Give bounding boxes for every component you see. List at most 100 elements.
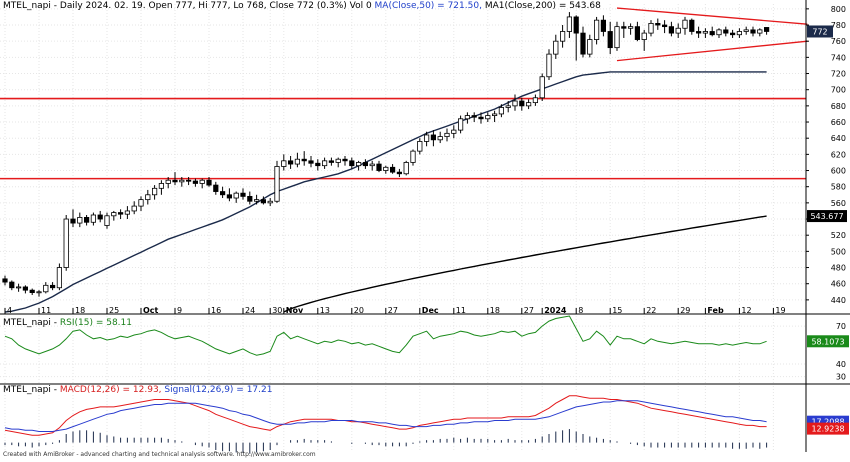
x-tick-label: 20: [354, 306, 364, 315]
price-panel-header: MTEL_napi - Daily 2024. 02. 19. Open 777…: [3, 1, 601, 12]
candle-body: [403, 162, 409, 175]
candle-body: [308, 160, 314, 164]
rsi-value-tag: [807, 335, 849, 348]
candle-body: [376, 163, 382, 171]
candle-body: [151, 187, 158, 196]
candle-body: [553, 40, 559, 55]
candle-body: [77, 217, 83, 224]
candle-body: [158, 183, 164, 189]
macd-panel-header: MTEL_napi - MACD(12,26) = 12.93, Signal(…: [3, 385, 272, 396]
y-tick-label: 480: [831, 264, 846, 273]
signal-line: [4, 400, 767, 432]
candle-body: [84, 217, 90, 223]
candle-body: [22, 286, 29, 291]
candle-body: [43, 284, 49, 293]
x-tick-label: 30: [272, 306, 282, 315]
x-tick-label: 8: [578, 306, 583, 315]
x-tick-label: 11: [41, 306, 51, 315]
candle-body: [716, 29, 722, 36]
y-tick-label: 600: [831, 167, 846, 176]
x-tick-label: Dec: [422, 306, 439, 315]
candle-body: [15, 286, 22, 289]
y-tick-label: 640: [831, 134, 846, 143]
candle-body: [546, 53, 552, 78]
signal-label: Signal(12,26,9) = 17.21: [164, 385, 273, 395]
candle-body: [301, 158, 307, 162]
rsi-tick-label: 70: [836, 322, 846, 331]
y-tick-label: 740: [831, 53, 846, 62]
y-tick-label: 760: [831, 37, 846, 46]
candle-body: [668, 26, 675, 34]
rsi-line: [4, 315, 767, 356]
x-tick-label: Nov: [286, 306, 304, 315]
x-tick-label: Feb: [707, 306, 724, 315]
candle-body: [355, 162, 362, 167]
candle-body: [600, 19, 607, 32]
candle-body: [539, 76, 545, 99]
candle-body: [70, 218, 76, 224]
candle-body: [315, 162, 321, 167]
candle-body: [396, 171, 403, 175]
candle-body: [573, 16, 579, 34]
y-tick-label: 560: [831, 199, 846, 208]
candle-body: [512, 100, 518, 107]
candle-body: [634, 26, 641, 40]
x-tick-label: 12: [741, 306, 751, 315]
last-price-tag-text: 772: [812, 27, 827, 36]
x-tick-label: 11: [456, 306, 466, 315]
x-tick-label: 25: [109, 306, 119, 315]
candle-body: [124, 210, 130, 215]
candle-body: [702, 31, 709, 34]
candle-body: [36, 291, 42, 294]
x-tick-label: 18: [75, 306, 85, 315]
y-tick-label: 700: [831, 86, 846, 95]
candle-body: [491, 113, 498, 116]
candle-body: [444, 132, 450, 137]
x-tick-label: 16: [211, 306, 221, 315]
y-tick-label: 460: [831, 280, 846, 289]
candle-body: [321, 160, 328, 167]
candle-body: [641, 32, 647, 40]
x-tick-label: 27: [388, 306, 398, 315]
x-tick-label: 29: [680, 306, 690, 315]
candle-body: [226, 194, 232, 199]
candle-body: [97, 214, 103, 220]
candle-body: [63, 218, 69, 268]
candle-body: [709, 31, 715, 36]
candle-body: [253, 199, 260, 202]
candle-body: [675, 27, 681, 34]
y-tick-label: 520: [831, 231, 846, 240]
candle-body: [471, 115, 477, 118]
candle-body: [90, 214, 96, 223]
candle-body: [478, 116, 484, 120]
ma200-tag-text: 543.677: [810, 212, 843, 221]
candle-body: [532, 97, 539, 104]
candle-body: [736, 31, 743, 36]
rsi-panel: [4, 315, 767, 356]
axes: 4 11 18 25 Oct 9 16 24 30 Nov 13 20 27 Dec 11 18 27 2024 8…: [0, 0, 850, 452]
y-tick-label: 800: [831, 5, 846, 14]
candle-body: [240, 192, 246, 197]
candle-body: [389, 166, 396, 173]
triangle-trendline: [616, 7, 808, 25]
price-info-label: - Daily 2024. 02. 19. Open 777, Hi 777, …: [53, 1, 372, 11]
candle-body: [723, 29, 729, 34]
macd-value-tag-text: 12.9238: [811, 425, 844, 434]
x-tick-label: 22: [646, 306, 656, 315]
y-tick-label: 620: [831, 150, 846, 159]
x-tick-label: 4: [7, 306, 12, 315]
candle-body: [172, 179, 178, 183]
candle-body: [682, 19, 688, 29]
x-tick-label: 15: [612, 306, 622, 315]
candle-body: [437, 136, 443, 141]
ma200-tag: [807, 210, 847, 223]
candle-body: [594, 19, 600, 40]
y-tick-label: 680: [831, 102, 846, 111]
macd-panel: [4, 395, 768, 454]
x-tick-label: Oct: [143, 306, 159, 315]
candle-body: [430, 134, 437, 141]
candle-body: [50, 284, 56, 289]
candle-body: [9, 281, 15, 289]
candle-body: [750, 29, 756, 34]
candle-body: [206, 179, 212, 186]
